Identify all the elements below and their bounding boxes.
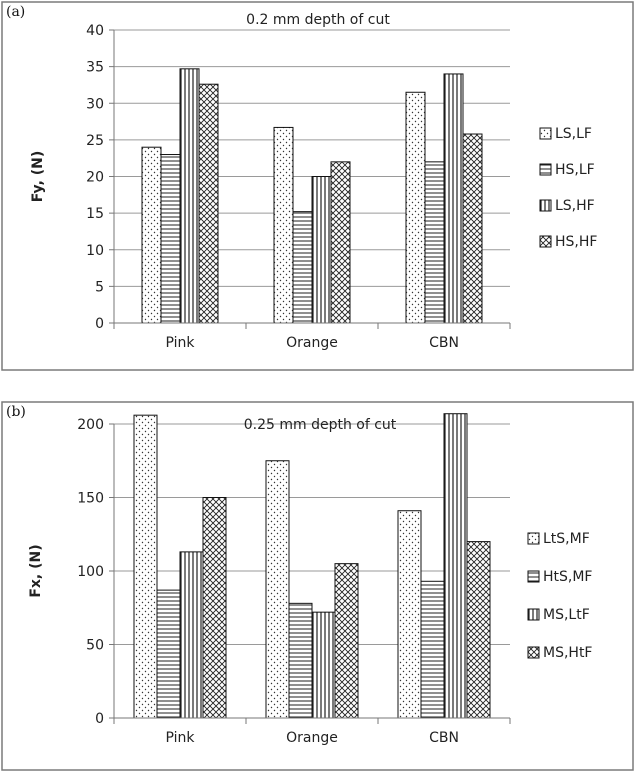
legend-label: LS,LF bbox=[555, 126, 592, 142]
legend-swatch bbox=[539, 127, 552, 140]
y-tick-label: 40 bbox=[86, 23, 104, 39]
bar-ls-hf-cbn bbox=[443, 73, 464, 324]
x-tick-label: CBN bbox=[429, 335, 459, 351]
bar-ms-ltf-cbn bbox=[443, 413, 468, 719]
bar-hts-mf-orange bbox=[288, 602, 313, 719]
bar-ms-htf-cbn bbox=[466, 541, 491, 719]
y-tick-label: 30 bbox=[86, 96, 104, 112]
bar-hts-mf-pink bbox=[156, 589, 181, 719]
y-tick-label: 5 bbox=[95, 279, 104, 295]
bar-lts-mf-orange bbox=[265, 460, 290, 719]
legend-label: LtS,MF bbox=[543, 531, 590, 547]
x-tick-label: Pink bbox=[165, 335, 195, 351]
legend-label: HS,HF bbox=[555, 234, 597, 250]
bar-ls-lf-pink bbox=[141, 146, 162, 324]
x-tick-label: Orange bbox=[286, 730, 338, 746]
y-tick-label: 35 bbox=[86, 60, 104, 76]
y-tick-label: 150 bbox=[77, 491, 104, 507]
bar-ms-htf-orange bbox=[334, 563, 359, 719]
legend-swatch bbox=[527, 646, 540, 659]
legend-swatch bbox=[539, 163, 552, 176]
bar-ms-htf-pink bbox=[202, 497, 227, 719]
legend-label: HS,LF bbox=[555, 162, 595, 178]
bar-hs-hf-pink bbox=[198, 83, 219, 324]
x-tick-label: CBN bbox=[429, 730, 459, 746]
bar-hts-mf-cbn bbox=[420, 580, 445, 719]
legend-swatch bbox=[539, 235, 552, 248]
y-tick-label: 0 bbox=[95, 316, 104, 332]
chart-border bbox=[1, 1, 634, 371]
y-tick-label: 20 bbox=[86, 170, 104, 186]
bar-hs-lf-orange bbox=[292, 211, 313, 324]
legend-label: LS,HF bbox=[555, 198, 595, 214]
y-tick-label: 15 bbox=[86, 206, 104, 222]
legend-label: MS,HtF bbox=[543, 645, 593, 661]
bar-hs-lf-pink bbox=[160, 154, 181, 324]
legend-label: HtS,MF bbox=[543, 569, 593, 585]
y-axis-label: Fx, (N) bbox=[28, 544, 44, 597]
bar-ls-lf-orange bbox=[273, 126, 294, 324]
x-tick-label: Orange bbox=[286, 335, 338, 351]
y-axis-label: Fy, (N) bbox=[30, 151, 46, 203]
chart-a-svg: (a) 0 5 10 15 20 25 30 35 40 Pink Orange CBN 0.2 mm d… bbox=[1, 1, 634, 371]
legend-swatch bbox=[527, 608, 540, 621]
chart-border bbox=[1, 401, 634, 771]
bar-hs-lf-cbn bbox=[424, 161, 445, 324]
bar-lts-mf-cbn bbox=[397, 510, 422, 719]
bar-hs-hf-cbn bbox=[462, 133, 483, 324]
y-tick-label: 50 bbox=[86, 638, 104, 654]
chart-b-svg: (b) 0 50 100 150 200 Pink Orange CBN 0.25 mm dept… bbox=[1, 401, 634, 771]
chart-panel-b: (b) 0 50 100 150 200 Pink Orange CBN 0.25 mm dept… bbox=[0, 400, 635, 772]
chart-panel-a: (a) 0 5 10 15 20 25 30 35 40 Pink Orange CBN 0.2 mm d… bbox=[0, 0, 635, 372]
y-tick-label: 25 bbox=[86, 133, 104, 149]
chart-title: 0.25 mm depth of cut bbox=[244, 417, 397, 433]
y-tick-label: 100 bbox=[77, 564, 104, 580]
panel-label: (b) bbox=[6, 404, 26, 420]
legend-swatch bbox=[527, 570, 540, 583]
bar-ms-ltf-pink bbox=[179, 551, 204, 719]
bar-ls-hf-orange bbox=[311, 176, 332, 324]
legend-label: MS,LtF bbox=[543, 607, 590, 623]
legend-swatch bbox=[527, 532, 540, 545]
bar-lts-mf-pink bbox=[133, 414, 158, 719]
bar-ls-lf-cbn bbox=[405, 91, 426, 324]
panel-label: (a) bbox=[6, 4, 25, 20]
legend-swatch bbox=[539, 199, 552, 212]
bar-hs-hf-orange bbox=[330, 161, 351, 324]
y-tick-label: 10 bbox=[86, 243, 104, 259]
chart-title: 0.2 mm depth of cut bbox=[246, 12, 390, 28]
y-tick-label: 200 bbox=[77, 417, 104, 433]
x-tick-label: Pink bbox=[165, 730, 195, 746]
bar-ls-hf-pink bbox=[179, 68, 200, 324]
y-tick-label: 0 bbox=[95, 711, 104, 727]
bar-ms-ltf-orange bbox=[311, 611, 336, 719]
